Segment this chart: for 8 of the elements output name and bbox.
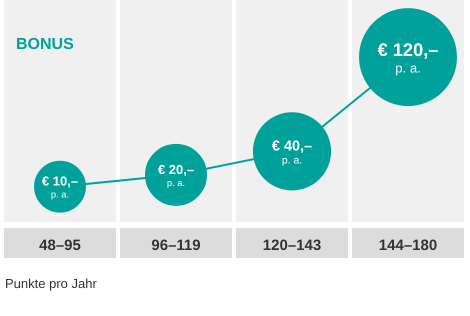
data-label: € 10,– p. a. <box>42 174 78 200</box>
x-tick-label: 120–143 <box>262 237 322 254</box>
x-tick-label: 48–95 <box>39 237 81 254</box>
chart-title: BONUS <box>16 36 74 54</box>
x-tick-label: 144–180 <box>378 237 438 254</box>
x-tick-label: 96–119 <box>151 237 201 254</box>
x-axis-title: Punkte pro Jahr <box>5 276 97 291</box>
data-label: € 120,– p. a. <box>378 38 438 76</box>
